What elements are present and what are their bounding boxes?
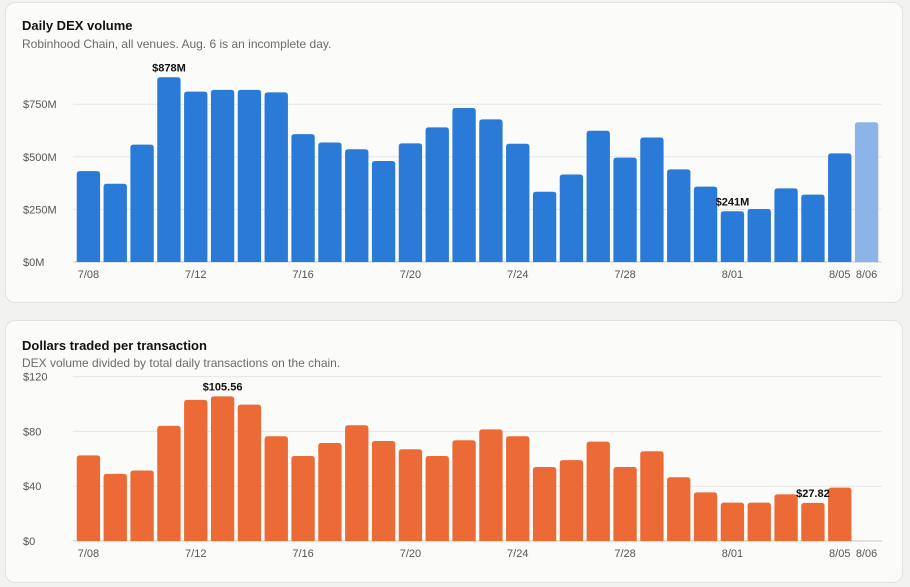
bar-7-16 xyxy=(291,134,315,262)
data-label: $105.56 xyxy=(203,381,243,393)
bar-7-16 xyxy=(291,456,315,541)
bar-7-27 xyxy=(586,130,610,262)
bar-7-22 xyxy=(452,107,476,262)
x-tick-label: 7/16 xyxy=(292,548,313,560)
x-tick-label: 7/12 xyxy=(185,269,206,281)
x-tick-label: 8/01 xyxy=(722,269,743,281)
bar-7-19 xyxy=(371,161,396,262)
bar-7-31 xyxy=(693,492,718,541)
bar-8-05 xyxy=(828,487,852,541)
x-tick-label: 8/06 xyxy=(856,548,877,560)
x-tick-label: 7/24 xyxy=(507,269,528,281)
chart-title: Daily DEX volume xyxy=(22,18,133,33)
bar-8-01 xyxy=(720,502,745,541)
y-tick-label: $250M xyxy=(23,204,57,216)
bar-7-13 xyxy=(210,396,235,541)
x-tick-label: 7/20 xyxy=(400,269,421,281)
y-tick-label: $0 xyxy=(23,536,35,548)
bar-7-24 xyxy=(506,436,530,541)
bar-7-28 xyxy=(613,467,637,541)
x-tick-label: 7/20 xyxy=(400,548,421,560)
bar-7-09 xyxy=(103,473,127,541)
bar-7-17 xyxy=(318,443,342,541)
bar-7-23 xyxy=(479,429,503,541)
bar-7-29 xyxy=(640,137,664,262)
bar-7-17 xyxy=(318,142,342,262)
bar-8-03 xyxy=(774,494,798,541)
bar-7-26 xyxy=(559,174,584,262)
bar-7-30 xyxy=(667,169,691,262)
bar-7-26 xyxy=(559,460,584,541)
x-tick-label: 7/08 xyxy=(78,548,99,560)
bar-7-30 xyxy=(667,477,691,541)
bar-7-21 xyxy=(425,127,449,263)
bar-7-14 xyxy=(237,404,262,541)
data-label: $241M xyxy=(716,196,750,208)
bar-7-10 xyxy=(130,470,154,541)
bar-7-14 xyxy=(237,89,262,263)
bar-7-28 xyxy=(613,157,637,262)
bar-7-09 xyxy=(103,183,127,262)
data-label: $878M xyxy=(152,62,186,74)
bar-7-29 xyxy=(640,451,664,541)
bar-8-05 xyxy=(828,153,852,262)
x-tick-label: 8/05 xyxy=(829,548,850,560)
bar-7-23 xyxy=(479,119,503,262)
bar-7-25 xyxy=(532,467,557,541)
bar-8-04 xyxy=(801,502,825,541)
y-tick-label: $750M xyxy=(23,99,57,111)
bar-8-06 xyxy=(854,122,879,262)
x-tick-label: 7/24 xyxy=(507,548,528,560)
bar-7-22 xyxy=(452,440,476,541)
bar-7-11 xyxy=(157,77,181,262)
bar-7-19 xyxy=(371,440,396,541)
bar-7-18 xyxy=(345,425,369,541)
bar-8-01 xyxy=(720,211,745,262)
bar-7-13 xyxy=(210,89,235,263)
chart-title: Dollars traded per transaction xyxy=(22,338,207,353)
bar-7-08 xyxy=(76,455,101,541)
y-tick-label: $500M xyxy=(23,152,57,164)
x-tick-label: 7/28 xyxy=(614,548,635,560)
bar-7-20 xyxy=(398,143,423,262)
bar-7-15 xyxy=(264,436,288,541)
bar-8-02 xyxy=(747,208,771,262)
x-tick-label: 8/01 xyxy=(722,548,743,560)
bar-7-08 xyxy=(76,171,101,262)
y-tick-label: $40 xyxy=(23,481,41,493)
x-tick-label: 8/06 xyxy=(856,269,877,281)
chart-subtitle: DEX volume divided by total daily transa… xyxy=(22,356,341,370)
bar-7-20 xyxy=(398,449,423,541)
x-tick-label: 7/08 xyxy=(78,269,99,281)
x-tick-label: 7/28 xyxy=(614,269,635,281)
bar-8-04 xyxy=(801,194,825,262)
bar-7-10 xyxy=(130,144,154,262)
x-tick-label: 7/12 xyxy=(185,548,206,560)
bar-7-21 xyxy=(425,456,449,541)
bar-7-18 xyxy=(345,149,369,262)
bar-7-12 xyxy=(184,91,208,263)
y-tick-label: $80 xyxy=(23,426,41,438)
data-label: $27.82 xyxy=(796,488,830,500)
bar-8-02 xyxy=(747,502,771,541)
bar-7-12 xyxy=(184,399,208,541)
chart-subtitle: Robinhood Chain, all venues. Aug. 6 is a… xyxy=(22,37,332,51)
bar-7-15 xyxy=(264,92,288,262)
bar-7-31 xyxy=(693,186,718,262)
bar-7-27 xyxy=(586,441,610,541)
bar-7-24 xyxy=(506,143,530,262)
y-tick-label: $120 xyxy=(23,372,47,384)
bar-8-03 xyxy=(774,188,798,262)
bar-7-11 xyxy=(157,425,181,541)
bar-7-25 xyxy=(532,191,557,262)
x-tick-label: 8/05 xyxy=(829,269,850,281)
y-tick-label: $0M xyxy=(23,257,44,269)
x-tick-label: 7/16 xyxy=(292,269,313,281)
